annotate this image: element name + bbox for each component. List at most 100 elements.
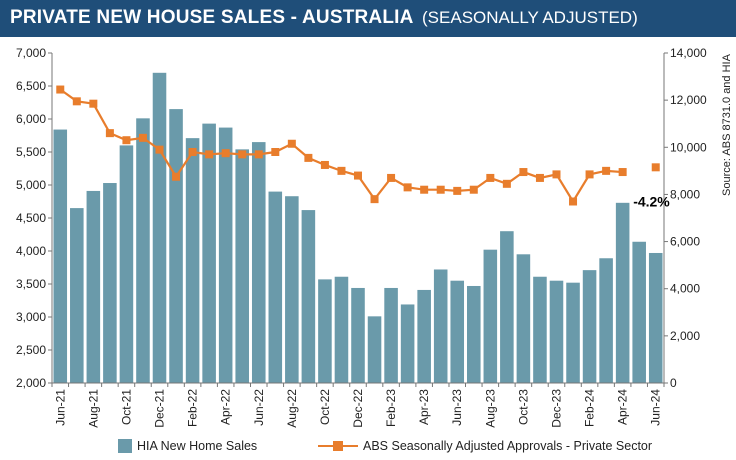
approvals-point-Nov-23 <box>535 173 544 182</box>
approvals-point-Mar-24 <box>602 166 611 175</box>
x-axis-tick-label: Oct-21 <box>119 389 133 425</box>
bar-Jun-24 <box>648 252 663 383</box>
x-axis-tick-label: Apr-24 <box>616 389 630 425</box>
bar-May-22 <box>235 149 249 383</box>
bar-Apr-24 <box>615 202 630 383</box>
bar-Feb-22 <box>185 138 200 383</box>
bar-Nov-23 <box>533 276 547 383</box>
right-axis-source-label: Source: ABS 8731.0 and HIA <box>721 53 733 196</box>
approvals-point-Jul-23 <box>469 185 478 194</box>
x-axis-tick-label: Jun-23 <box>450 389 464 426</box>
approvals-point-Nov-22 <box>337 166 346 175</box>
approvals-point-Jun-22 <box>254 150 263 159</box>
bar-Sep-23 <box>500 231 514 383</box>
approvals-point-Sep-23 <box>502 179 511 188</box>
approvals-point-May-23 <box>436 185 445 194</box>
approvals-point-Feb-23 <box>387 173 396 182</box>
approvals-point-Sep-22 <box>304 153 313 162</box>
combo-chart: 2,000 2,500 3,000 3,500 4,000 4,500 5,000 5,500… <box>16 46 733 428</box>
bar-Jun-23 <box>450 280 465 383</box>
x-axis-tick-label: Feb-22 <box>186 389 200 427</box>
approvals-point-Oct-21 <box>122 136 131 145</box>
right-axis-tick-label: 2,000 <box>670 329 700 343</box>
bar-Aug-21 <box>86 190 101 383</box>
approvals-point-Aug-21 <box>89 99 98 108</box>
right-axis-tick-label: 6,000 <box>670 235 700 249</box>
approvals-point-Mar-22 <box>205 150 214 159</box>
bar-Dec-23 <box>549 280 564 383</box>
chart-title-bar: PRIVATE NEW HOUSE SALES - AUSTRALIA (SEA… <box>0 0 736 37</box>
x-axis-tick-label: Aug-22 <box>285 389 299 428</box>
approvals-point-Feb-22 <box>188 148 197 156</box>
bar-Oct-22 <box>318 279 332 383</box>
approvals-point-Mar-23 <box>403 183 412 192</box>
legend-bar-swatch <box>118 439 132 453</box>
bar-Jul-22 <box>268 191 283 383</box>
approvals-point-Apr-24 <box>618 168 627 177</box>
approvals-point-Jun-21 <box>56 85 65 94</box>
left-axis-tick-label: 4,500 <box>16 211 46 225</box>
bar-Apr-22 <box>218 127 233 383</box>
approvals-point-Jul-22 <box>271 148 280 156</box>
x-axis-tick-label: Aug-21 <box>86 389 100 428</box>
x-axis-tick-label: Feb-23 <box>384 389 398 427</box>
bar-Aug-22 <box>285 196 299 383</box>
bar-Sep-21 <box>103 183 117 383</box>
approvals-point-May-22 <box>238 150 247 159</box>
bar-Mar-22 <box>202 123 216 384</box>
left-axis-tick-label: 2,500 <box>16 343 46 357</box>
approvals-point-Oct-23 <box>519 168 528 177</box>
x-axis-tick-label: Dec-22 <box>351 389 365 428</box>
x-axis-tick-label: Apr-22 <box>219 389 233 425</box>
right-axis-tick-label: 8,000 <box>670 187 700 201</box>
approvals-point-Oct-22 <box>320 160 329 169</box>
approvals-point-Dec-21 <box>155 145 164 154</box>
bar-Dec-22 <box>351 287 365 383</box>
bar-May-23 <box>433 269 448 383</box>
left-axis-tick-label: 3,500 <box>16 277 46 291</box>
bar-Nov-21 <box>136 118 150 383</box>
bar-Jan-22 <box>169 109 183 383</box>
bar-Oct-23 <box>516 254 531 383</box>
x-axis-tick-label: Dec-21 <box>153 389 167 428</box>
bar-Jul-21 <box>70 208 84 383</box>
bar-series <box>53 72 663 384</box>
left-axis-tick-label: 5,000 <box>16 178 46 192</box>
bar-Feb-23 <box>384 287 398 383</box>
bar-Nov-22 <box>334 276 349 383</box>
left-axis-tick-label: 2,000 <box>16 376 46 390</box>
chart-subtitle: (SEASONALLY ADJUSTED) <box>422 8 638 27</box>
x-axis-tick-label: Dec-23 <box>549 389 563 428</box>
bar-Dec-21 <box>152 72 167 384</box>
x-axis-tick-label: Oct-22 <box>318 389 332 425</box>
x-axis-tick-label: Jun-24 <box>649 389 663 426</box>
legend-bar-label: HIA New Home Sales <box>137 439 258 453</box>
x-axis-tick-label: Apr-23 <box>417 389 431 425</box>
bar-Feb-24 <box>582 270 597 383</box>
left-axis-tick-label: 6,000 <box>16 112 46 126</box>
bar-Aug-23 <box>483 249 498 383</box>
legend-item-line: ABS Seasonally Adjusted Approvals - Priv… <box>318 439 652 453</box>
left-axis-tick-label: 6,500 <box>16 79 46 93</box>
approvals-point-Jun-24 <box>651 163 660 172</box>
change-annotation: -4.2% <box>633 193 670 209</box>
left-axis-tick-label: 7,000 <box>16 46 46 60</box>
legend-line-label: ABS Seasonally Adjusted Approvals - Priv… <box>363 439 653 453</box>
left-axis-tick-label: 3,000 <box>16 310 46 324</box>
approvals-point-Aug-23 <box>486 173 495 182</box>
approvals-point-Apr-23 <box>420 185 429 194</box>
approvals-point-Jun-23 <box>453 186 462 195</box>
chart-legend: HIA New Home Sales ABS Seasonally Adjust… <box>0 439 736 457</box>
right-axis-tick-label: 4,000 <box>670 282 700 296</box>
legend-line-swatch <box>318 439 358 453</box>
x-axis-tick-label: Jun-22 <box>252 389 266 426</box>
right-axis-tick-label: 10,000 <box>670 140 707 154</box>
bar-Apr-23 <box>417 289 431 383</box>
approvals-point-Apr-22 <box>221 149 230 158</box>
left-axis-tick-label: 5,500 <box>16 145 46 159</box>
bar-Jun-22 <box>251 142 266 383</box>
line-series <box>56 86 659 206</box>
x-axis-tick-label: Aug-23 <box>483 389 497 428</box>
bar-Jan-23 <box>367 316 382 383</box>
approvals-point-Feb-24 <box>585 170 594 179</box>
